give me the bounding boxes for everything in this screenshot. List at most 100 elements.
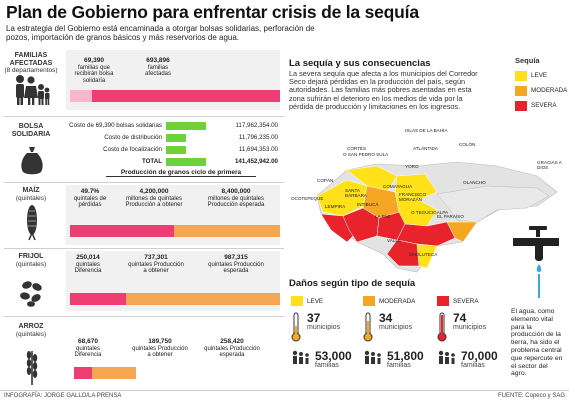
arroz-panel: 68,670 quintales Diferencia 189,750 quinta… (66, 319, 280, 381)
map-label-atlantida: ATLÁNTIDA (413, 146, 438, 151)
drought-text: La severa sequía que afecta a los munici… (289, 69, 478, 111)
footer-source: FUENTE: Copeco y SAG (497, 393, 565, 399)
frijol-label: FRIJOL (quintales) (15, 253, 47, 268)
footer-credit: INFOGRAFÍA: JORGE GALLO/LA PRENSA (4, 393, 122, 399)
frijol-expected: 987,315 quintales Producción esperada (208, 254, 264, 275)
frijol-panel: 250,014 quintales Diferencia 737,301 quint… (66, 251, 280, 311)
damage-moderada-familias: 51,800 (387, 349, 424, 363)
right-column: La sequía y sus consecuencias La severa … (287, 48, 569, 388)
bag-label: BOLSA SOLIDARIA (11, 123, 51, 138)
page-subtitle: La estrategia del Gobierno está encamina… (6, 24, 315, 42)
footer: INFOGRAFÍA: JORGE GALLO/LA PRENSA FUENTE… (0, 390, 569, 400)
damage-leve-legend: LEVE (291, 296, 353, 306)
map-label-lapaz: LA PAZ (375, 214, 391, 219)
map-label-lempira: LEMPIRA (325, 204, 346, 209)
map-label-colon: COLÓN (459, 142, 476, 147)
frijol-row: FRIJOL (quintales) 250,014 quintales Difer… (4, 248, 284, 314)
damage-leve-municipios: 37 (307, 311, 321, 325)
maiz-label: MAÍZ (quintales) (15, 187, 47, 202)
drought-legend: Sequía LEVE MODERADA SEVERA (515, 56, 569, 113)
bag-row: BOLSA SOLIDARIA Costo de 69,390 bolsas s… (4, 116, 284, 180)
families-panel: 69,390 familias que recibirán bolsa solid… (66, 50, 280, 110)
map-label-santabarbara: SANTA BÁRBARA (345, 188, 367, 198)
frijol-obtain: 737,301 quintales Producción a obtener (128, 254, 184, 275)
map-label-elparaiso: EL PARAÍSO (437, 214, 464, 219)
bean-icon (12, 273, 52, 307)
damage-col-severa: SEVERA 74 municipios 70,000 familias (437, 296, 499, 369)
map-label-tegucigalpa: O TEGUCIGALPA (411, 210, 449, 215)
family-small-icon (438, 350, 455, 364)
cost-bar (166, 158, 206, 166)
corn-icon (12, 201, 52, 241)
maiz-obtain: 4,200,000 millones de quintales Producció… (125, 188, 183, 209)
rice-icon (12, 345, 52, 385)
bag-cost-table: Costo de 69,390 bolsas solidarias 117,96… (66, 121, 280, 177)
map-label-islas: ISLAS DE LA BAHÍA (405, 128, 448, 133)
families-row: FAMILIAS AFECTADAS (8 departamentos) 69,… (4, 48, 284, 114)
cost-bar (166, 122, 206, 130)
map-label-sps: O SAN PEDRO SULA (343, 152, 389, 157)
damage-col-leve: LEVE 37 municipios 53,000 familias (291, 296, 353, 369)
maiz-obtain-bar (174, 225, 280, 237)
map-label-choluteca: CHOLUTECA (409, 252, 438, 257)
water-text: El agua, como elemento vital para la pro… (511, 308, 563, 378)
honduras-map-svg (316, 161, 558, 273)
map-label-olancho: OLANCHO (463, 180, 486, 185)
families-recipients: 69,390 familias que recibirán bolsa solid… (74, 57, 114, 84)
cost-row: Costo de 69,390 bolsas solidarias 117,96… (69, 122, 278, 130)
left-column: FAMILIAS AFECTADAS (8 departamentos) 69,… (4, 48, 284, 388)
families-label: FAMILIAS AFECTADAS (8 departamentos) (4, 52, 58, 74)
damage-col-moderada: MODERADA 34 municipios 51,800 familias (363, 296, 425, 369)
arroz-obtain-bar (92, 367, 136, 379)
frijol-diff: 250,014 quintales Diferencia (74, 254, 102, 275)
damage-leve-familias: 53,000 (315, 349, 352, 363)
thermometer-icon (291, 312, 301, 342)
map-label-intibuca: INTIBUCÁ (357, 202, 379, 207)
map-label-valle: VALLE (387, 238, 401, 243)
damage-severa-legend: SEVERA (437, 296, 499, 306)
family-icon (12, 72, 52, 106)
drought-title: La sequía y sus consecuencias (289, 58, 431, 69)
cost-row: Costo de focalización 11,694,353.00 (103, 146, 278, 154)
damage-title: Daños según tipo de sequía (289, 278, 416, 289)
map-label-yoro: YORO (405, 164, 419, 169)
cost-total-row: TOTAL 141,452,942.00 (141, 158, 278, 166)
map-label-fmorazan: FRANCISCO MORAZÁN (399, 192, 427, 202)
arroz-row: ARROZ (quintales) 68,670 quintales Diferen… (4, 316, 284, 388)
map-label-copan: COPÁN (317, 178, 334, 183)
cost-row: Costo de distribución 11,796,235.00 (104, 134, 278, 142)
map-label-gracias: GRACIAS A DIOS (537, 160, 562, 170)
honduras-map: ISLAS DE LA BAHÍA GRACIAS A DIOS ATLÁNTI… (287, 126, 569, 276)
cost-bar (166, 146, 186, 154)
maiz-panel: 49.7% quintales de pérdidas 4,200,000 mill… (66, 185, 280, 245)
damage-severa-municipios: 74 (453, 311, 467, 325)
frijol-diff-bar (70, 293, 126, 305)
production-header: Producción de granos ciclo de primera (106, 169, 256, 177)
map-label-comayagua: COMAYAGUA (383, 184, 413, 189)
map-label-cortes: CORTÉS (347, 146, 367, 151)
damage-moderada-legend: MODERADA (363, 296, 425, 306)
family-small-icon (364, 350, 381, 364)
arroz-diff-bar (74, 367, 92, 379)
legend-item-moderada: MODERADA (515, 83, 569, 98)
damage-severa-familias: 70,000 (461, 349, 498, 363)
frijol-obtain-bar (126, 293, 280, 305)
legend-item-severa: SEVERA (515, 98, 569, 113)
page-title: Plan de Gobierno para enfrentar crisis d… (6, 2, 419, 22)
map-label-ocotepeque: OCOTEPEQUE (291, 196, 324, 201)
maiz-loss: 49.7% quintales de pérdidas (73, 188, 107, 209)
maiz-expected: 8,400,000 millones de quintales Producció… (207, 188, 265, 209)
maiz-row: MAÍZ (quintales) 49.7% quintales de pérdid… (4, 182, 284, 246)
thermometer-icon (363, 312, 373, 342)
arroz-expected: 258,420 quintales Producción esperada (204, 338, 260, 359)
arroz-diff: 68,670 quintales Diferencia (74, 338, 102, 359)
arroz-label: ARROZ (quintales) (15, 323, 47, 338)
families-affected: 693,896 familias afectadas (144, 57, 172, 78)
damage-moderada-municipios: 34 (379, 311, 393, 325)
thermometer-icon (437, 312, 447, 342)
families-recipients-bar (70, 90, 92, 102)
family-small-icon (292, 350, 309, 364)
maiz-loss-bar (70, 225, 174, 237)
bag-icon (12, 143, 52, 175)
arroz-obtain: 189,750 quintales Producción a obtener (132, 338, 188, 359)
